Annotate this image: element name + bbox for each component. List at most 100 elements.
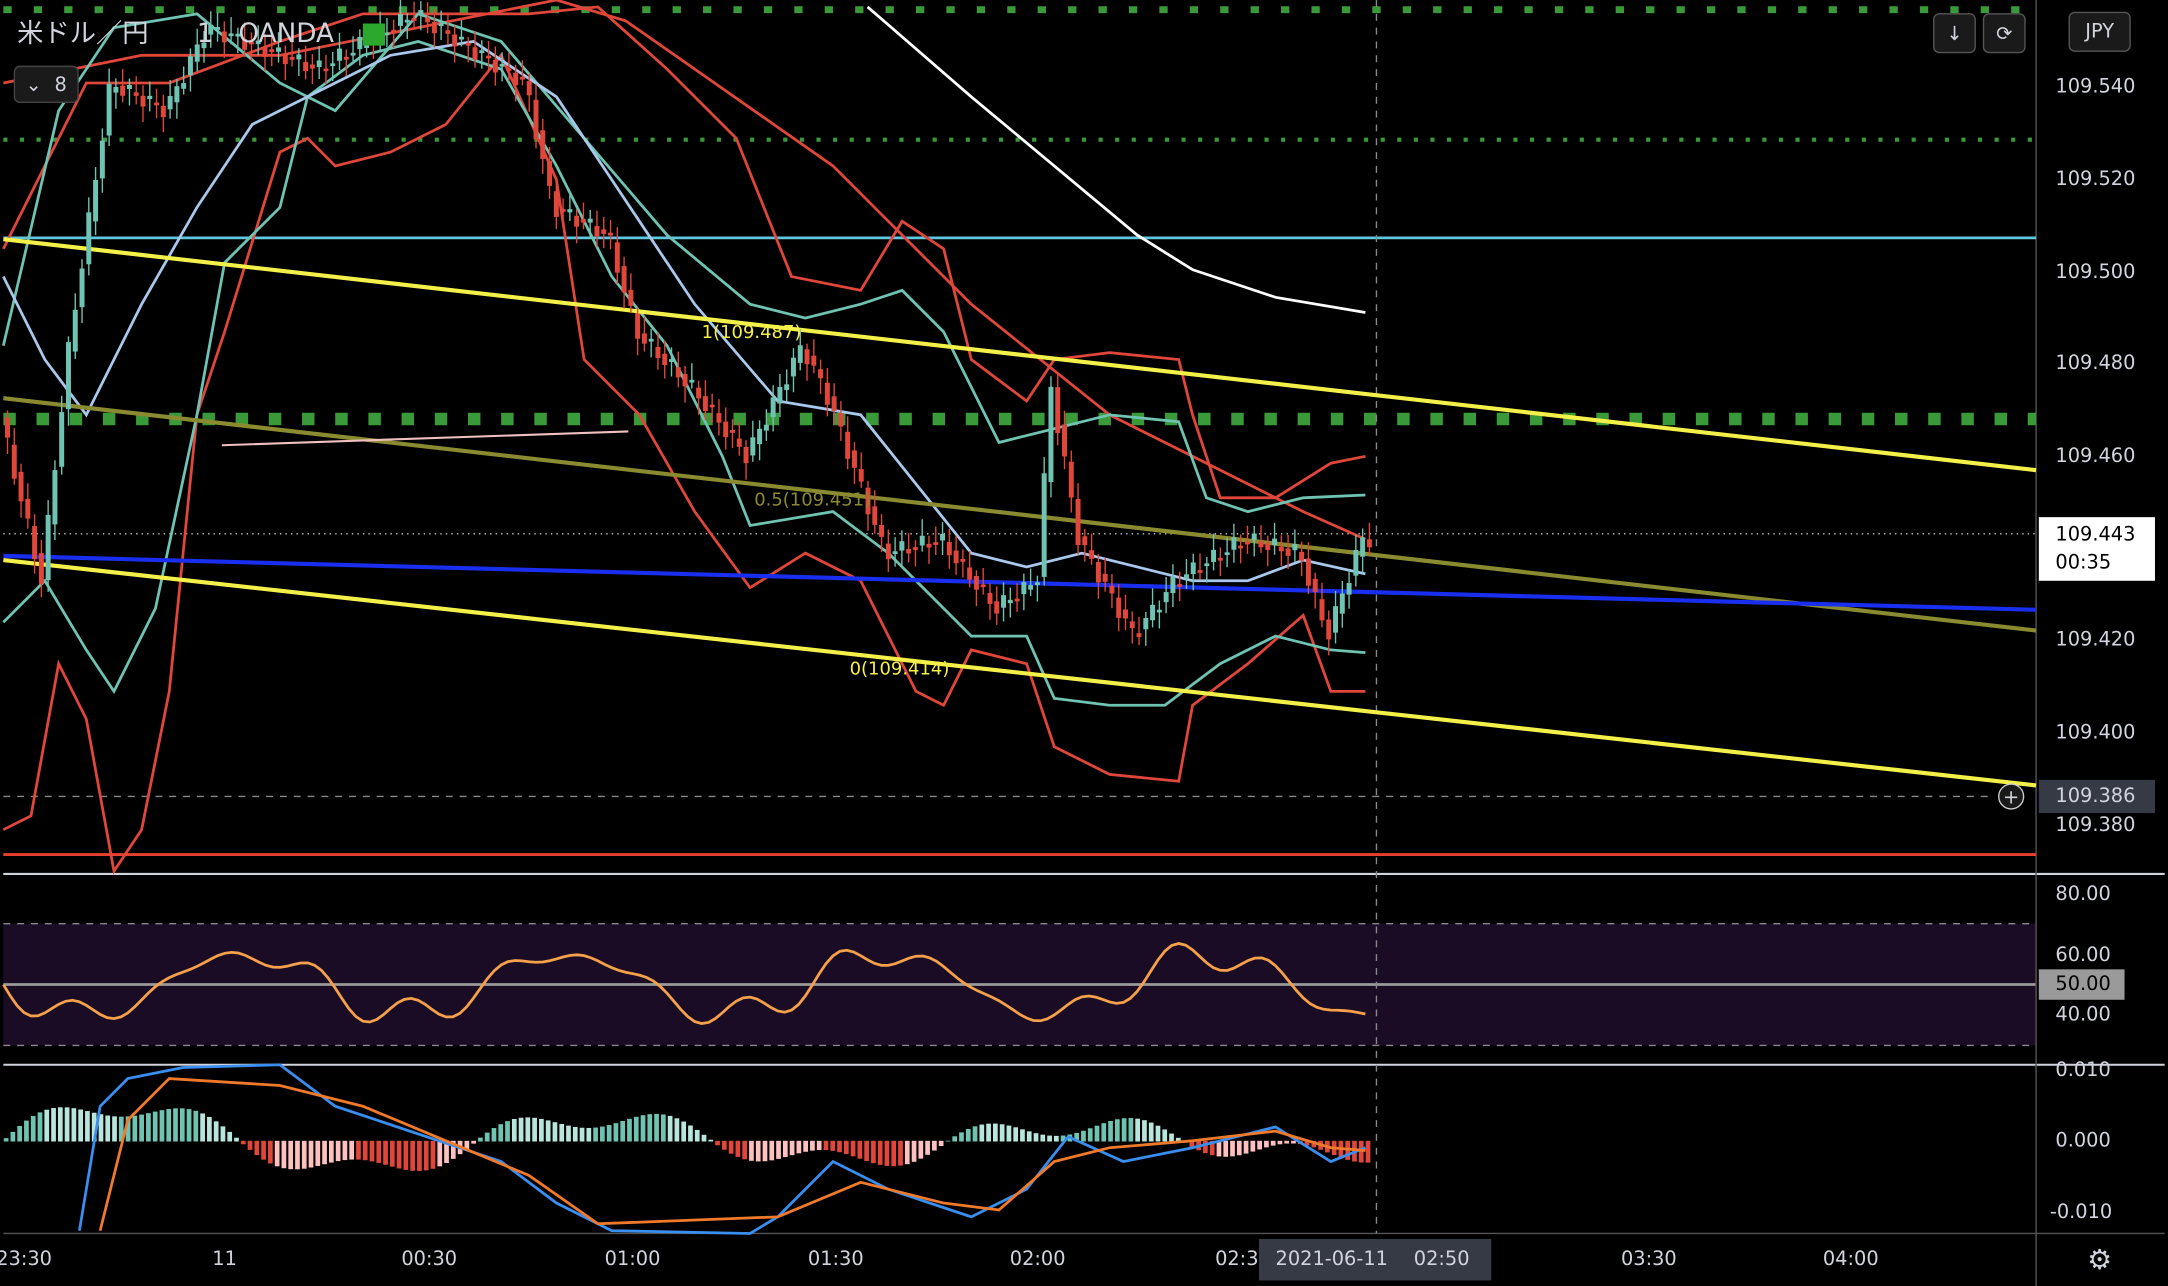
candle (594, 225, 600, 237)
macd-bar (511, 1118, 517, 1142)
macd-bar (369, 1140, 375, 1162)
macd-bar (898, 1140, 903, 1166)
candle (255, 40, 261, 45)
macd-bar (782, 1140, 788, 1158)
macd-bar (1365, 1140, 1371, 1163)
current-price: 109.443 (2055, 523, 2135, 546)
macd-bar (281, 1140, 287, 1169)
macd-bar (78, 1109, 83, 1142)
macd-bar (613, 1123, 619, 1142)
candle (1244, 541, 1250, 545)
macd-bar (118, 1116, 124, 1142)
macd-bar (999, 1124, 1005, 1142)
macd-bar (993, 1123, 998, 1142)
candle (919, 535, 925, 546)
macd-bar (701, 1134, 707, 1142)
macd-bar (98, 1114, 104, 1142)
macd-bar (735, 1140, 741, 1157)
macd-bar (918, 1140, 924, 1159)
macd-bar (64, 1107, 70, 1142)
candle (269, 49, 275, 52)
candle (72, 309, 78, 352)
macd-bar (152, 1111, 158, 1142)
macd-bar (193, 1110, 199, 1142)
macd-bar (627, 1118, 632, 1142)
candle (973, 575, 979, 590)
macd-bar (823, 1140, 829, 1151)
refresh-button[interactable] (1982, 13, 2026, 54)
candle (818, 369, 824, 379)
macd-bar (830, 1140, 836, 1151)
macd-bar (322, 1140, 327, 1165)
macd-bar (518, 1117, 524, 1142)
macd-bar (566, 1125, 571, 1142)
add-button[interactable] (1998, 783, 2025, 810)
candle (980, 584, 986, 588)
candle (1095, 562, 1101, 583)
macd-bar (328, 1140, 334, 1163)
macd-bar (268, 1140, 273, 1164)
macd-bar (1230, 1140, 1235, 1157)
macd-bar (755, 1140, 761, 1162)
macd-bar (1040, 1134, 1046, 1142)
candle (465, 42, 471, 46)
candle (194, 44, 200, 62)
candle (38, 553, 44, 584)
macd-bar (640, 1115, 646, 1142)
candle (486, 55, 492, 59)
candle (777, 387, 783, 404)
macd-bar (132, 1115, 138, 1142)
macd-bar (769, 1140, 775, 1161)
macd-bar (85, 1111, 90, 1142)
candle (892, 551, 898, 555)
time-axis: 23:30 11 00:30 01:00 01:30 02:00 02:3 03:30 04:0… (0, 1247, 1879, 1270)
candle (560, 209, 566, 212)
macd-bar (857, 1140, 863, 1159)
macd-bar (552, 1122, 558, 1142)
macd-bar (10, 1131, 16, 1142)
rsi-tick: 60.00 (2055, 943, 2110, 966)
macd-bar (498, 1124, 504, 1142)
macd-bar (430, 1140, 436, 1169)
macd-bar (1020, 1129, 1025, 1142)
macd-bar (674, 1118, 680, 1142)
candles (5, 0, 1372, 656)
candle (1177, 584, 1183, 587)
crosshair-price: 109.386 (2055, 784, 2135, 807)
candle (926, 543, 932, 548)
candle (784, 384, 790, 390)
macd-bar (559, 1123, 565, 1142)
macd-bar (159, 1110, 165, 1142)
macd-bar (945, 1140, 951, 1142)
macd-bar (44, 1109, 50, 1142)
macd-bar (1094, 1125, 1100, 1142)
candle (154, 102, 160, 106)
macd-bar (694, 1129, 700, 1142)
candle (790, 357, 796, 377)
candle (709, 404, 715, 408)
candle (953, 550, 959, 564)
candle (662, 353, 668, 366)
download-button[interactable] (1933, 13, 1976, 54)
candle (133, 92, 139, 96)
candle (276, 47, 282, 52)
fib-label: 0.5(109.451) (754, 490, 871, 511)
candle (472, 47, 478, 60)
candle (330, 63, 336, 67)
macd-bar (1304, 1140, 1310, 1146)
candle (1360, 537, 1366, 557)
candle (1055, 387, 1061, 434)
macd-bar (925, 1140, 930, 1155)
candle (282, 54, 288, 65)
macd-bar (776, 1140, 781, 1159)
candle (106, 83, 112, 136)
settings-icon[interactable]: ⚙ (2087, 1243, 2112, 1276)
currency-button[interactable] (2068, 11, 2131, 52)
time-tick: 11 (212, 1247, 237, 1270)
macd-bar (362, 1140, 368, 1161)
candle (1258, 541, 1264, 548)
candle (750, 437, 756, 456)
macd-bar (444, 1140, 449, 1163)
candle (1272, 538, 1278, 546)
indicator-toggle[interactable] (13, 65, 79, 104)
